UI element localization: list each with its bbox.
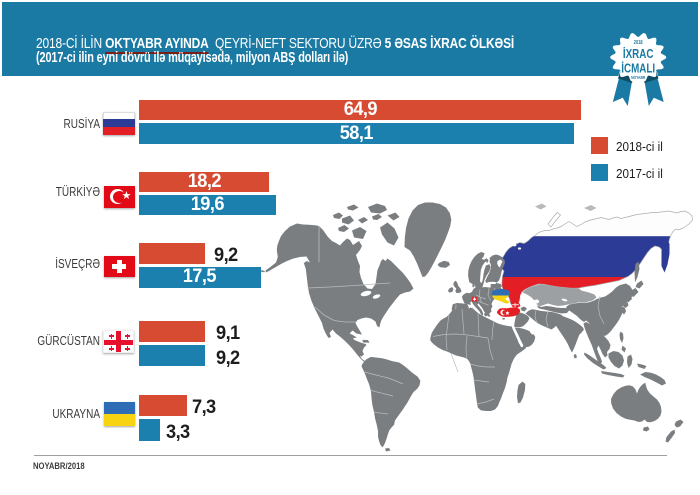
svg-text:NOYABR: NOYABR — [631, 75, 645, 79]
